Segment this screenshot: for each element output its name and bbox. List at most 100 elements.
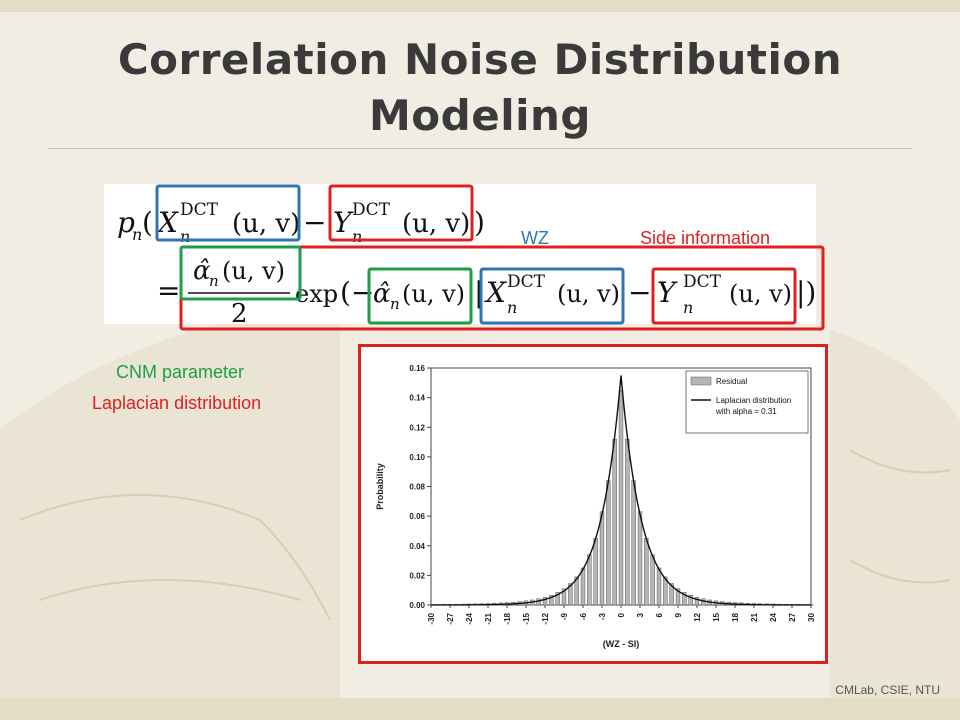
- residual-bar: [536, 598, 541, 606]
- eq-x2: X: [484, 276, 507, 309]
- box-si-y1: [328, 184, 474, 242]
- residual-bar: [574, 576, 579, 606]
- x-tick-label: 15: [712, 612, 721, 621]
- y-tick-label: 0.10: [409, 453, 425, 462]
- x-tick-label: -12: [541, 612, 550, 624]
- y-tick-label: 0.06: [409, 512, 425, 521]
- eq-x2-uv: (u, v): [557, 280, 620, 308]
- eq-y2-sub: n: [683, 298, 693, 317]
- residual-bar: [669, 583, 674, 606]
- residual-bar: [599, 511, 605, 606]
- x-tick-label: 9: [674, 612, 683, 617]
- residual-bar: [688, 594, 693, 606]
- x-tick-label: -6: [579, 612, 588, 620]
- eq-y1: Y: [333, 206, 354, 239]
- residual-bar: [593, 538, 598, 606]
- title-divider: [48, 148, 912, 149]
- eq-lhs-sub-n: n: [132, 225, 142, 244]
- eq-abs-close: |): [796, 276, 816, 309]
- legend-label-laplacian: Laplacian distribution with alpha = 0.31: [715, 396, 791, 416]
- eq-y1-sup: DCT: [352, 200, 391, 220]
- x-tick-label: -9: [560, 612, 569, 620]
- residual-bar: [606, 480, 611, 606]
- equation-panel: [104, 184, 816, 324]
- residual-bar: [625, 438, 630, 606]
- top-band: [0, 0, 960, 12]
- x-tick-label: 21: [750, 612, 759, 621]
- x-tick-label: -27: [446, 612, 455, 624]
- y-tick-label: 0.12: [409, 423, 425, 432]
- eq-exp: exp: [295, 280, 338, 308]
- box-cnm-alpha2: [367, 267, 473, 325]
- footer-credit: CMLab, CSIE, NTU: [835, 683, 940, 697]
- eq-lhs-p: p: [117, 206, 135, 239]
- box-wz-x1: [155, 184, 301, 242]
- x-tick-label: 24: [769, 612, 778, 621]
- residual-bar: [618, 389, 624, 606]
- y-tick-label: 0.00: [409, 601, 425, 610]
- eq-y2: Y: [657, 276, 678, 309]
- eq-alpha2: α̂: [373, 279, 391, 309]
- legend-label-residual: Residual: [716, 377, 747, 386]
- residual-bar: [612, 438, 617, 606]
- residual-bar: [587, 554, 592, 606]
- x-tick-label: 3: [636, 612, 645, 617]
- eq-alpha2-uv: (u, v): [402, 280, 465, 308]
- residual-bar: [637, 511, 643, 606]
- legend: Residual Laplacian distribution with alpha…: [685, 370, 809, 434]
- y-tick-label: 0.04: [409, 542, 425, 551]
- residual-bar: [701, 598, 706, 606]
- residual-bar: [580, 567, 586, 606]
- label-laplacian-distribution: Laplacian distribution: [92, 393, 262, 413]
- residual-bar: [555, 592, 560, 606]
- residual-bar: [656, 567, 662, 606]
- x-tick-label: -24: [465, 612, 474, 624]
- residual-bar: [663, 576, 668, 606]
- y-tick-label: 0.02: [409, 571, 425, 580]
- legend-swatch-residual: [690, 376, 712, 386]
- y-tick-label: 0.08: [409, 483, 425, 492]
- x-tick-label: 6: [655, 612, 664, 617]
- x-tick-label: 27: [788, 612, 797, 621]
- eq-equals: =: [157, 274, 180, 307]
- eq-alpha1-uv: (u, v): [222, 257, 285, 285]
- eq-x2-sub: n: [507, 298, 517, 317]
- eq-y2-uv: (u, v): [729, 280, 792, 308]
- residual-bar: [568, 583, 573, 606]
- eq-lhs-open: (: [142, 206, 153, 239]
- box-si-y2: [651, 267, 797, 325]
- residual-bar: [631, 480, 636, 606]
- residual-bar: [650, 554, 655, 606]
- y-axis-label: Probability: [375, 463, 385, 510]
- laplacian-curve: [431, 375, 811, 606]
- x-tick-label: 0: [617, 612, 626, 617]
- x-tick-label: 18: [731, 612, 740, 621]
- eq-x2-sup: DCT: [507, 272, 546, 292]
- residual-bar: [549, 594, 554, 606]
- eq-abs-open: |: [474, 276, 483, 309]
- residual-bar: [682, 592, 687, 606]
- label-side-information: Side information: [640, 228, 771, 248]
- box-cnm-alpha1: [179, 245, 302, 301]
- x-tick-label: -18: [503, 612, 512, 624]
- y-tick-label: 0.16: [409, 364, 425, 373]
- eq-x1-sup: DCT: [180, 200, 219, 220]
- eq-x1: X: [156, 206, 179, 239]
- eq-minus2: −: [628, 276, 651, 309]
- eq-lhs-close: ): [474, 206, 485, 239]
- y-tick-label: 0.14: [409, 394, 425, 403]
- eq-alpha2-sub: n: [390, 295, 400, 313]
- x-tick-label: 12: [693, 612, 702, 621]
- x-tick-label: -21: [484, 612, 493, 624]
- label-wz: WZ: [521, 228, 549, 248]
- eq-two: 2: [231, 299, 248, 329]
- eq-x1-sub: n: [180, 227, 190, 246]
- eq-alpha1-sub: n: [209, 272, 219, 290]
- x-tick-label: -3: [598, 612, 607, 620]
- x-tick-label: 30: [807, 612, 816, 621]
- bottom-band: [0, 698, 960, 720]
- eq-alpha1: α̂: [193, 256, 211, 286]
- label-cnm-parameter: CNM parameter: [116, 362, 245, 382]
- x-tick-label: -15: [522, 612, 531, 624]
